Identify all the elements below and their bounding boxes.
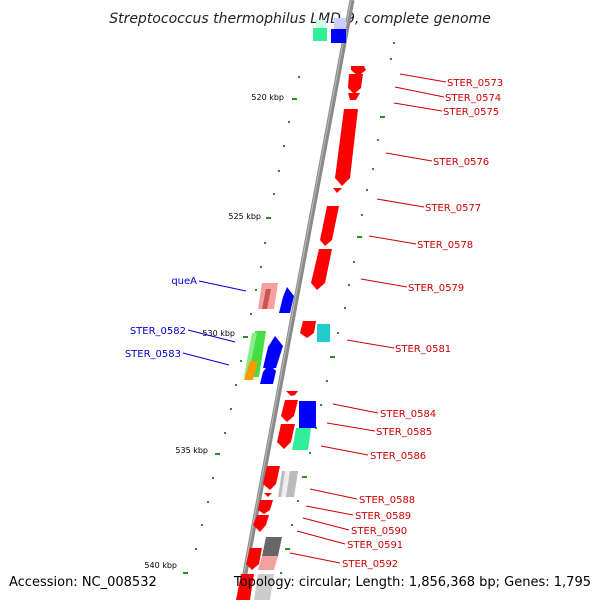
gene-feature[interactable]	[331, 29, 346, 43]
reverse-callouts	[182, 280, 247, 366]
scale-label-535: 535 kbp	[175, 446, 208, 455]
gene-feature[interactable]	[311, 249, 332, 290]
gene-feature[interactable]	[281, 400, 298, 422]
gene-feature[interactable]	[262, 537, 282, 556]
gene-label-quea[interactable]: queA	[171, 276, 197, 287]
scale-label-540: 540 kbp	[144, 561, 177, 570]
gene-feature[interactable]	[316, 20, 326, 28]
gene-feature[interactable]	[264, 493, 272, 497]
gene-feature[interactable]	[279, 287, 294, 313]
scale-label-530: 530 kbp	[202, 329, 235, 338]
genome-backbone	[237, 0, 355, 600]
gene-label-ster-0583[interactable]: STER_0583	[125, 349, 181, 360]
accession-text: Accession: NC_008532	[9, 575, 157, 590]
gene-label-ster-0581[interactable]: STER_0581	[395, 344, 451, 355]
reverse-labels: queA STER_0582 STER_0583	[125, 276, 197, 360]
gene-feature[interactable]	[333, 188, 342, 193]
gene-label-ster-0575[interactable]: STER_0575	[443, 107, 499, 118]
gene-label-ster-0589[interactable]: STER_0589	[355, 511, 411, 522]
forward-callouts	[289, 73, 447, 564]
gene-feature[interactable]	[317, 324, 330, 342]
gene-feature[interactable]	[236, 574, 254, 600]
gene-label-ster-0578[interactable]: STER_0578	[417, 240, 473, 251]
gene-feature[interactable]	[281, 471, 290, 497]
gene-label-ster-0590[interactable]: STER_0590	[351, 526, 407, 537]
gene-feature[interactable]	[262, 289, 271, 309]
gene-label-ster-0584[interactable]: STER_0584	[380, 409, 436, 420]
gene-feature[interactable]	[300, 321, 316, 338]
gene-feature[interactable]	[244, 333, 257, 377]
gene-feature[interactable]	[253, 515, 269, 532]
gene-feature[interactable]	[254, 574, 274, 600]
gene-feature[interactable]	[348, 93, 360, 100]
gene-feature[interactable]	[320, 206, 339, 246]
gene-feature[interactable]	[258, 500, 273, 514]
gene-label-ster-0574[interactable]: STER_0574	[445, 93, 501, 104]
gene-label-ster-0588[interactable]: STER_0588	[359, 495, 415, 506]
gene-feature[interactable]	[277, 424, 295, 449]
gene-feature[interactable]	[334, 18, 346, 29]
gene-label-ster-0585[interactable]: STER_0585	[376, 427, 432, 438]
gene-label-ster-0592[interactable]: STER_0592	[342, 559, 398, 570]
gene-feature[interactable]	[263, 336, 283, 368]
gene-feature[interactable]	[260, 364, 276, 384]
gene-feature[interactable]	[258, 556, 278, 570]
scale-label-525: 525 kbp	[228, 212, 261, 221]
inner-tick-track	[183, 76, 300, 574]
gene-feature[interactable]	[246, 548, 262, 570]
gene-feature[interactable]	[299, 401, 316, 428]
gene-label-ster-0576[interactable]: STER_0576	[433, 157, 489, 168]
gene-label-ster-0586[interactable]: STER_0586	[370, 451, 426, 462]
gene-feature[interactable]	[335, 109, 358, 186]
gene-label-ster-0582[interactable]: STER_0582	[130, 326, 186, 337]
gene-feature[interactable]	[263, 466, 280, 490]
scale-label-520: 520 kbp	[251, 93, 284, 102]
gene-feature[interactable]	[313, 28, 327, 41]
topology-text: Topology: circular; Length: 1,856,368 bp…	[233, 575, 591, 590]
gene-feature[interactable]	[292, 428, 311, 450]
genome-backbone-highlight	[238, 0, 352, 600]
map-title: Streptococcus thermophilus LMD-9, comple…	[109, 11, 491, 27]
gene-feature[interactable]	[244, 361, 258, 380]
gene-feature[interactable]	[351, 66, 366, 76]
gene-label-ster-0577[interactable]: STER_0577	[425, 203, 481, 214]
forward-labels: STER_0573 STER_0574 STER_0575 STER_0576 …	[342, 78, 503, 570]
gene-label-ster-0573[interactable]: STER_0573	[447, 78, 503, 89]
gene-feature[interactable]	[286, 391, 298, 396]
gene-label-ster-0579[interactable]: STER_0579	[408, 283, 464, 294]
gene-feature[interactable]	[348, 74, 363, 94]
gene-label-ster-0591[interactable]: STER_0591	[347, 540, 403, 551]
